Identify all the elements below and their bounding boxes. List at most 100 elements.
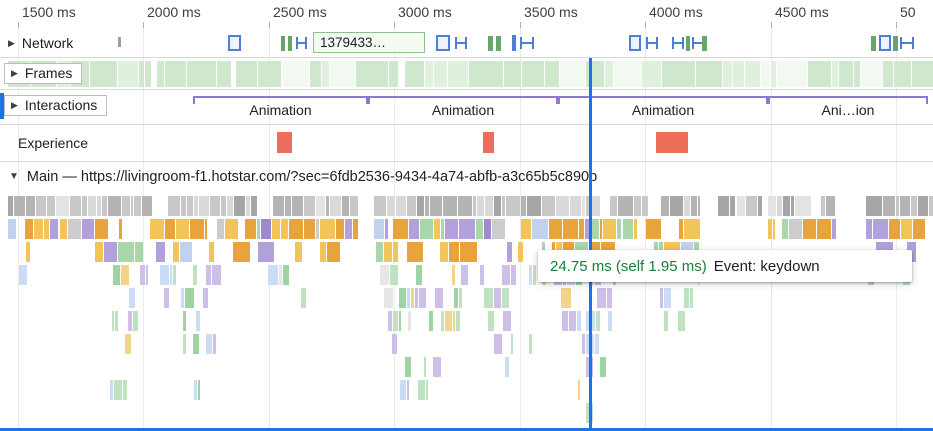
frame-segment[interactable] (282, 61, 309, 87)
flame-bar[interactable] (180, 242, 192, 262)
frame-segment[interactable] (883, 61, 894, 87)
flame-bar[interactable] (122, 196, 131, 216)
flame-bar[interactable] (187, 196, 193, 216)
flame-bar[interactable] (866, 196, 882, 216)
flame-bar[interactable] (618, 196, 633, 216)
flame-bar[interactable] (563, 219, 578, 239)
flame-bar[interactable] (410, 288, 415, 308)
network-request-blue[interactable] (512, 35, 516, 51)
flame-bar[interactable] (768, 219, 772, 239)
network-track-header[interactable]: ▶ Network (8, 35, 73, 51)
layout-shift-block[interactable] (656, 132, 688, 153)
flame-bar[interactable] (872, 219, 888, 239)
flame-bar[interactable] (122, 380, 127, 400)
flame-bar[interactable] (95, 242, 104, 262)
flame-bar[interactable] (820, 196, 825, 216)
frame-segment[interactable] (321, 61, 329, 87)
flame-bar[interactable] (102, 196, 107, 216)
flame-bar[interactable] (882, 196, 895, 216)
flame-bar[interactable] (96, 196, 102, 216)
frame-segment[interactable] (831, 61, 839, 87)
flame-bar[interactable] (505, 357, 509, 377)
flame-bar[interactable] (304, 219, 315, 239)
flame-bar[interactable] (133, 311, 138, 331)
flame-bar[interactable] (165, 219, 175, 239)
flame-bar[interactable] (404, 357, 411, 377)
flame-bar[interactable] (501, 288, 510, 308)
network-request-green[interactable] (686, 36, 690, 51)
flame-bar[interactable] (532, 265, 537, 285)
frame-segment[interactable] (911, 61, 933, 87)
flame-bar[interactable] (393, 311, 398, 331)
flame-bar[interactable] (409, 219, 419, 239)
flame-bar[interactable] (294, 242, 303, 262)
flame-bar[interactable] (448, 242, 459, 262)
flame-bar[interactable] (517, 242, 523, 262)
flame-bar[interactable] (602, 219, 616, 239)
experience-track-header[interactable]: Experience (18, 135, 88, 151)
flame-bar[interactable] (389, 265, 399, 285)
flame-bar[interactable] (591, 196, 600, 216)
flame-bar[interactable] (112, 265, 121, 285)
flame-bar[interactable] (408, 311, 411, 331)
flame-bar[interactable] (396, 196, 407, 216)
flame-bar[interactable] (494, 288, 501, 308)
flame-bar[interactable] (445, 311, 453, 331)
frame-segment[interactable] (389, 61, 399, 87)
flame-bar[interactable] (304, 196, 315, 216)
flame-bar[interactable] (529, 334, 532, 354)
flame-bar[interactable] (453, 311, 456, 331)
frame-segment[interactable] (138, 61, 144, 87)
network-request-blue[interactable] (436, 35, 450, 51)
interaction-animation[interactable]: Animation (368, 96, 558, 118)
flame-bar[interactable] (473, 196, 477, 216)
flame-bar[interactable] (271, 219, 281, 239)
frame-segment[interactable] (545, 61, 560, 87)
flame-bar[interactable] (420, 219, 433, 239)
flame-bar[interactable] (660, 196, 669, 216)
flame-bar[interactable] (505, 196, 520, 216)
flame-bar[interactable] (595, 334, 600, 354)
network-request-blue[interactable] (629, 35, 641, 51)
flame-bar[interactable] (392, 242, 398, 262)
frame-segment[interactable] (186, 61, 216, 87)
frame-segment[interactable] (808, 61, 831, 87)
flame-bar[interactable] (8, 196, 13, 216)
flame-bar[interactable] (526, 196, 541, 216)
flame-bar[interactable] (460, 242, 477, 262)
network-request-green[interactable] (281, 36, 285, 51)
flame-bar[interactable] (789, 219, 802, 239)
frame-segment[interactable] (405, 61, 425, 87)
flame-bar[interactable] (910, 196, 917, 216)
flame-bar[interactable] (220, 196, 227, 216)
flame-bar[interactable] (172, 265, 177, 285)
network-request-whisker[interactable] (455, 37, 467, 49)
flame-bar[interactable] (521, 219, 532, 239)
flame-bar[interactable] (272, 196, 284, 216)
flame-bar[interactable] (429, 196, 442, 216)
flame-bar[interactable] (25, 242, 30, 262)
flame-bar[interactable] (663, 288, 672, 308)
flame-bar[interactable] (353, 219, 359, 239)
flame-bar[interactable] (50, 219, 58, 239)
flame-bar[interactable] (392, 334, 397, 354)
frame-segment[interactable] (165, 61, 186, 87)
flame-bar[interactable] (617, 219, 622, 239)
network-request-whisker[interactable] (646, 37, 658, 49)
flame-bar[interactable] (491, 219, 505, 239)
flame-bar[interactable] (660, 288, 663, 308)
frame-segment[interactable] (745, 61, 760, 87)
flame-bar[interactable] (216, 219, 225, 239)
flame-bar[interactable] (684, 288, 690, 308)
flame-bar[interactable] (197, 380, 201, 400)
flame-bar[interactable] (121, 265, 129, 285)
flame-bar[interactable] (407, 288, 410, 308)
flame-bar[interactable] (782, 196, 791, 216)
flame-bar[interactable] (384, 288, 393, 308)
flame-bar[interactable] (433, 357, 442, 377)
flame-bar[interactable] (579, 219, 584, 239)
frame-segment[interactable] (770, 61, 776, 87)
flame-bar[interactable] (772, 219, 776, 239)
frame-segment[interactable] (760, 61, 770, 87)
flame-bar[interactable] (832, 219, 836, 239)
